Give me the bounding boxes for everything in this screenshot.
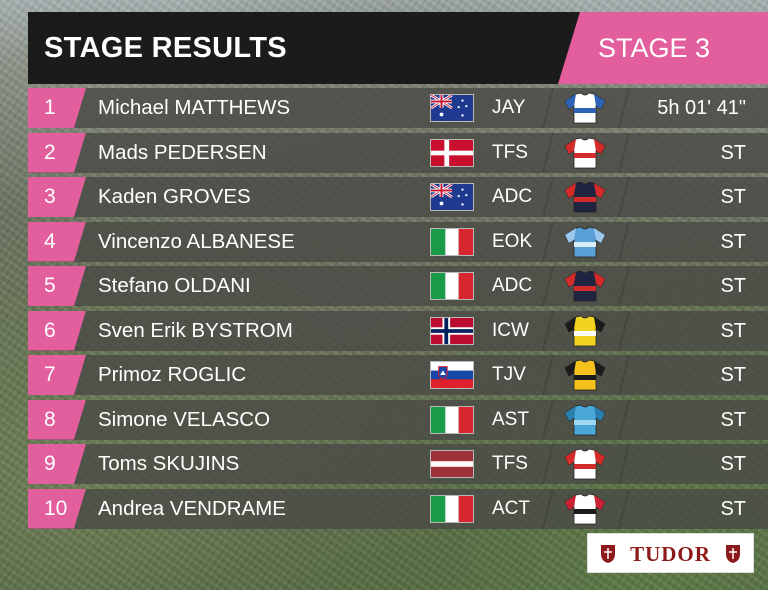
row-divider [542,444,554,484]
row-divider [542,88,554,128]
italy-flag [430,494,474,523]
finish-time: ST [720,186,746,208]
rider-name: Michael MATTHEWS [98,96,291,119]
stage-label: STAGE 3 [598,33,711,63]
position-badge: 6 [28,311,86,351]
result-row: 6 Sven Erik BYSTROM ICW ST [28,310,768,351]
sponsor-name: TUDOR [630,542,711,566]
row-divider [542,399,554,440]
row-divider [618,488,630,529]
position-badge: 7 [28,355,86,395]
jersey-tjv-icon [563,359,607,391]
result-row: 8 Simone VELASCO AST ST [28,399,768,440]
result-row: 4 Vincenzo ALBANESE EOK ST [28,221,768,262]
team-code: ICW [492,319,529,341]
result-row: 9 Toms SKUJINS TFS ST [28,444,768,484]
team-code: AST [492,408,529,430]
position-badge: 1 [28,88,86,128]
row-divider [542,132,554,173]
position-badge: 2 [28,133,86,173]
row-divider [618,132,630,173]
position-badge: 4 [28,222,86,262]
result-row: 2 Mads PEDERSEN TFS ST [28,132,768,173]
row-divider [542,310,554,351]
jersey-jay-icon [563,92,607,124]
page-title: STAGE RESULTS [44,32,287,64]
row-divider [542,355,554,395]
position-badge: 3 [28,177,86,217]
latvia-flag [430,450,474,478]
team-code: ADC [492,275,533,296]
rider-name: Andrea VENDRAME [98,496,286,520]
row-divider [542,266,554,306]
sponsor-logo: TUDOR [587,533,754,573]
finish-time: ST [720,319,746,342]
row-divider [542,221,554,262]
rider-name: Toms SKUJINS [98,452,240,475]
team-code: EOK [492,230,533,252]
tudor-shield-icon [725,544,741,564]
australia-flag [430,183,474,211]
australia-flag [430,94,474,122]
position-badge: 8 [28,400,86,440]
finish-time: ST [720,141,746,164]
italy-flag [430,405,474,434]
result-row: 7 Primoz ROGLIC TJV ST [28,355,768,395]
position-badge: 9 [28,444,86,484]
finish-time: 5h 01' 41" [657,97,746,119]
stage-badge: STAGE 3 [558,12,768,84]
jersey-adc-icon [563,181,607,213]
finish-time: ST [720,364,746,386]
row-divider [618,444,630,484]
row-divider [542,488,554,529]
finish-time: ST [720,453,746,475]
row-divider [618,355,630,395]
rider-name: Simone VELASCO [98,407,271,431]
row-divider [618,399,630,440]
finish-time: ST [720,230,746,253]
row-divider [618,310,630,351]
slovenia-flag [430,361,474,389]
rider-name: Stefano OLDANI [98,274,251,297]
jersey-act-icon [563,493,607,525]
italy-flag [430,272,474,300]
rider-name: Sven Erik BYSTROM [98,318,293,342]
jersey-icw-icon [563,315,607,347]
row-divider [618,88,630,128]
jersey-eok-icon [563,226,607,258]
tudor-shield-icon [600,544,616,564]
jersey-adc-icon [563,270,607,302]
denmark-flag [430,138,474,167]
rider-name: Vincenzo ALBANESE [98,229,295,253]
result-row: 5 Stefano OLDANI ADC ST [28,266,768,306]
row-divider [618,221,630,262]
jersey-tfs-icon [563,137,607,169]
rider-name: Kaden GROVES [98,185,251,208]
finish-time: ST [720,408,746,431]
team-code: TFS [492,141,528,163]
team-code: ACT [492,497,530,519]
finish-time: ST [720,497,746,520]
team-code: TFS [492,453,528,474]
finish-time: ST [720,275,746,297]
jersey-ast-icon [563,404,607,436]
team-code: ADC [492,186,533,207]
norway-flag [430,316,474,345]
result-row: 1 Michael MATTHEWS JAY 5h 01' 41" [28,88,768,128]
row-divider [618,266,630,306]
team-code: TJV [492,364,526,385]
result-row: 10 Andrea VENDRAME ACT ST [28,488,768,529]
team-code: JAY [492,97,526,118]
row-divider [542,177,554,217]
position-badge: 5 [28,266,86,306]
rider-name: Primoz ROGLIC [98,363,247,386]
italy-flag [430,227,474,256]
position-badge: 10 [28,489,86,529]
row-divider [618,177,630,217]
rider-name: Mads PEDERSEN [98,140,267,164]
jersey-tfs-icon [563,448,607,480]
result-row: 3 Kaden GROVES ADC ST [28,177,768,217]
results-table: 1 Michael MATTHEWS JAY 5h 01' 41" 2 Mads PEDE… [28,88,768,533]
